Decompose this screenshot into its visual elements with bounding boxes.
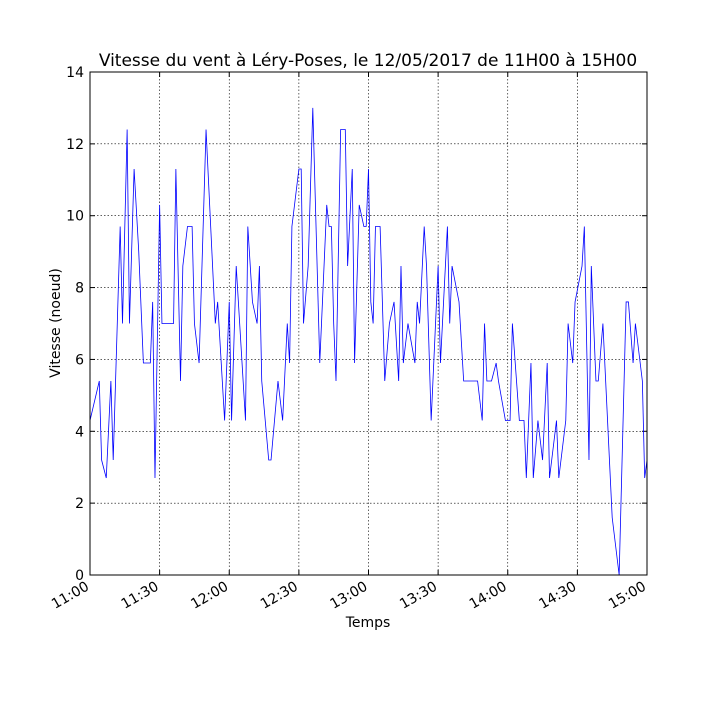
y-tick-label: 2 <box>75 496 84 512</box>
y-tick-label: 12 <box>66 137 84 153</box>
data-line <box>89 107 648 576</box>
y-tick-label: 4 <box>75 424 84 440</box>
y-tick-label: 10 <box>66 209 84 225</box>
y-tick-label: 8 <box>75 281 84 297</box>
y-tick-label: 14 <box>66 65 84 81</box>
y-tick-label: 6 <box>75 352 84 368</box>
y-tick-label: 0 <box>75 568 84 584</box>
chart-title: Vitesse du vent à Léry-Poses, le 12/05/2… <box>99 51 637 71</box>
y-axis-label: Vitesse (noeud) <box>48 268 64 378</box>
plot-frame <box>89 71 648 576</box>
x-axis-label: Temps <box>345 615 391 631</box>
